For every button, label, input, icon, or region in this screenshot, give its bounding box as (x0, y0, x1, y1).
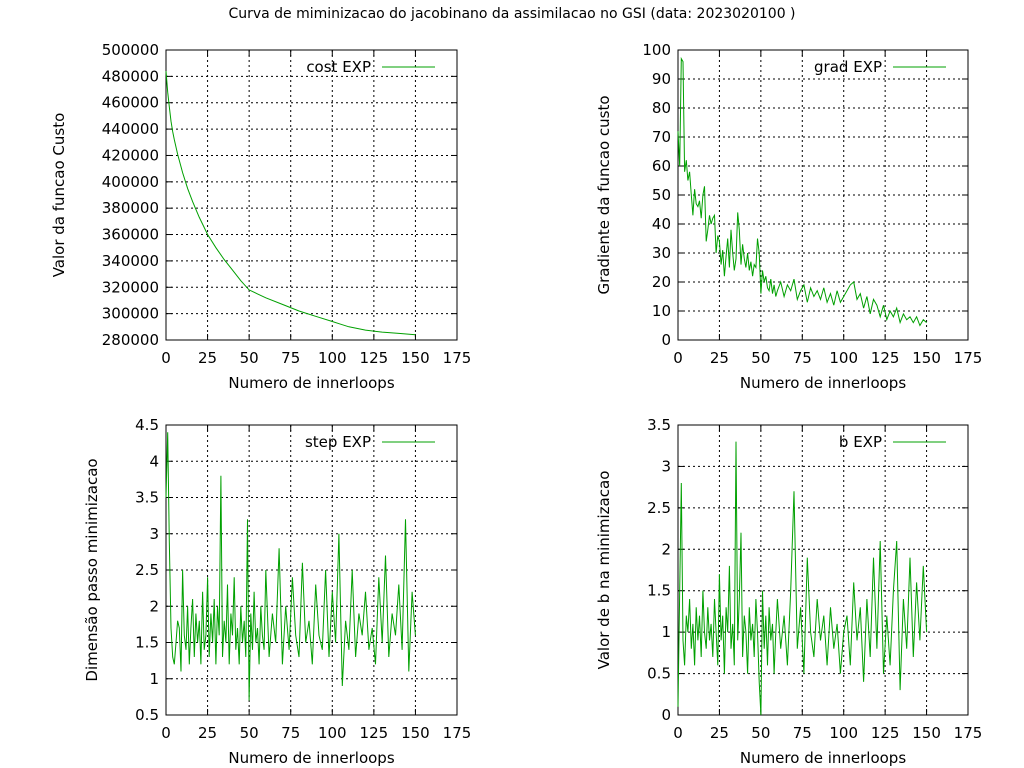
cost-xtick-label: 125 (360, 349, 389, 367)
grad-y-axis-label: Gradiente da funcao custo (595, 95, 613, 294)
grad-ytick-label: 30 (652, 244, 671, 262)
cost-ytick-label: 400000 (102, 173, 159, 191)
b-xtick-label: 175 (954, 724, 983, 742)
grad-xtick-label: 100 (829, 349, 858, 367)
grad-xtick-label: 0 (673, 349, 683, 367)
grad-ytick-label: 0 (661, 331, 671, 349)
step-y-axis-label: Dimensão passo minimizacao (83, 458, 101, 681)
b-legend-label: b EXP (839, 433, 882, 451)
cost-xtick-label: 100 (318, 349, 347, 367)
cost-ytick-label: 340000 (102, 252, 159, 270)
chart-main-title: Curva de miminizacao do jacobinano da as… (228, 6, 796, 22)
step-ytick-label: 3 (149, 525, 159, 543)
b-xtick-label: 0 (673, 724, 683, 742)
cost-xtick-label: 150 (401, 349, 430, 367)
cost-ytick-label: 380000 (102, 199, 159, 217)
grad-ytick-label: 100 (642, 41, 671, 59)
cost-ytick-label: 360000 (102, 226, 159, 244)
grad-ytick-label: 80 (652, 99, 671, 117)
b-ytick-label: 3 (661, 457, 671, 475)
grad-ytick-label: 50 (652, 186, 671, 204)
b-x-axis-label: Numero de innerloops (740, 749, 906, 767)
cost-ytick-label: 500000 (102, 41, 159, 59)
cost-ytick-label: 460000 (102, 94, 159, 112)
b-xtick-label: 100 (829, 724, 858, 742)
step-series-line (165, 432, 416, 701)
grad-series-line (677, 56, 927, 327)
b-series-line (677, 441, 928, 716)
grad-xtick-label: 150 (912, 349, 941, 367)
cost-ytick-label: 480000 (102, 67, 159, 85)
step-legend-label: step EXP (305, 433, 371, 451)
cost-ytick-label: 300000 (102, 305, 159, 323)
grad-xtick-label: 75 (793, 349, 812, 367)
b-xtick-label: 25 (710, 724, 729, 742)
b-xtick-label: 75 (793, 724, 812, 742)
b-y-axis-label: Valor de b na minimizacao (595, 471, 613, 670)
cost-series-line (165, 71, 416, 336)
b-ytick-label: 1 (661, 623, 671, 641)
step-x-axis-label: Numero de innerloops (228, 749, 394, 767)
step-ytick-label: 1.5 (135, 634, 159, 652)
grad-xtick-label: 25 (710, 349, 729, 367)
b-ytick-label: 2 (661, 540, 671, 558)
cost-xtick-label: 75 (281, 349, 300, 367)
b-ytick-label: 0.5 (647, 665, 671, 683)
step-xtick-label: 50 (240, 724, 259, 742)
b-ytick-label: 0 (661, 706, 671, 724)
b-ytick-label: 2.5 (647, 499, 671, 517)
step-panel: 0 25 50 75 100 125 150 175 0.5 1 1.5 2 2.5 3 3.5 4 4.5 Nu… (83, 416, 471, 767)
step-xtick-label: 75 (281, 724, 300, 742)
step-ytick-label: 2 (149, 597, 159, 615)
step-xtick-label: 25 (198, 724, 217, 742)
cost-xtick-label: 0 (161, 349, 171, 367)
b-ytick-label: 1.5 (647, 582, 671, 600)
step-ytick-label: 4 (149, 452, 159, 470)
grad-ytick-label: 40 (652, 215, 671, 233)
cost-xtick-label: 25 (198, 349, 217, 367)
cost-panel: 0 25 50 75 100 125 150 175 280000 300000 320000 340… (50, 41, 471, 392)
step-xtick-label: 175 (443, 724, 472, 742)
grad-ytick-label: 20 (652, 273, 671, 291)
grad-ytick-label: 60 (652, 157, 671, 175)
cost-xtick-label: 175 (443, 349, 472, 367)
grad-xtick-label: 50 (751, 349, 770, 367)
cost-xtick-label: 50 (240, 349, 259, 367)
cost-ytick-label: 280000 (102, 331, 159, 349)
step-ytick-label: 1 (149, 670, 159, 688)
step-xtick-label: 100 (318, 724, 347, 742)
cost-plot-frame (165, 49, 458, 341)
b-panel: 0 25 50 75 100 125 150 175 0 0.5 1 1.5 2 2.5 3 3.5 Numer… (595, 416, 982, 767)
grad-ytick-label: 70 (652, 128, 671, 146)
grad-panel: 0 25 50 75 100 125 150 175 0 10 20 30 40 50 60 70 80 90 10… (595, 41, 982, 392)
b-xtick-label: 150 (912, 724, 941, 742)
step-ytick-label: 2.5 (135, 561, 159, 579)
grad-ytick-label: 10 (652, 302, 671, 320)
step-ytick-label: 4.5 (135, 416, 159, 434)
b-ytick-label: 3.5 (647, 416, 671, 434)
step-xtick-label: 0 (161, 724, 171, 742)
cost-y-axis-label: Valor da funcao Custo (50, 113, 68, 278)
step-ytick-label: 0.5 (135, 706, 159, 724)
cost-legend-label: cost EXP (306, 58, 371, 76)
cost-ytick-label: 440000 (102, 120, 159, 138)
grad-legend-label: grad EXP (814, 58, 882, 76)
step-xtick-label: 150 (401, 724, 430, 742)
b-xtick-label: 50 (751, 724, 770, 742)
grad-xtick-label: 175 (954, 349, 983, 367)
b-plot-frame (677, 424, 969, 716)
step-ytick-label: 3.5 (135, 489, 159, 507)
step-xtick-label: 125 (360, 724, 389, 742)
grad-ytick-label: 90 (652, 70, 671, 88)
grad-x-axis-label: Numero de innerloops (740, 374, 906, 392)
grad-xtick-label: 125 (871, 349, 900, 367)
b-xtick-label: 125 (871, 724, 900, 742)
cost-x-axis-label: Numero de innerloops (228, 374, 394, 392)
cost-ytick-label: 420000 (102, 146, 159, 164)
cost-ytick-label: 320000 (102, 278, 159, 296)
